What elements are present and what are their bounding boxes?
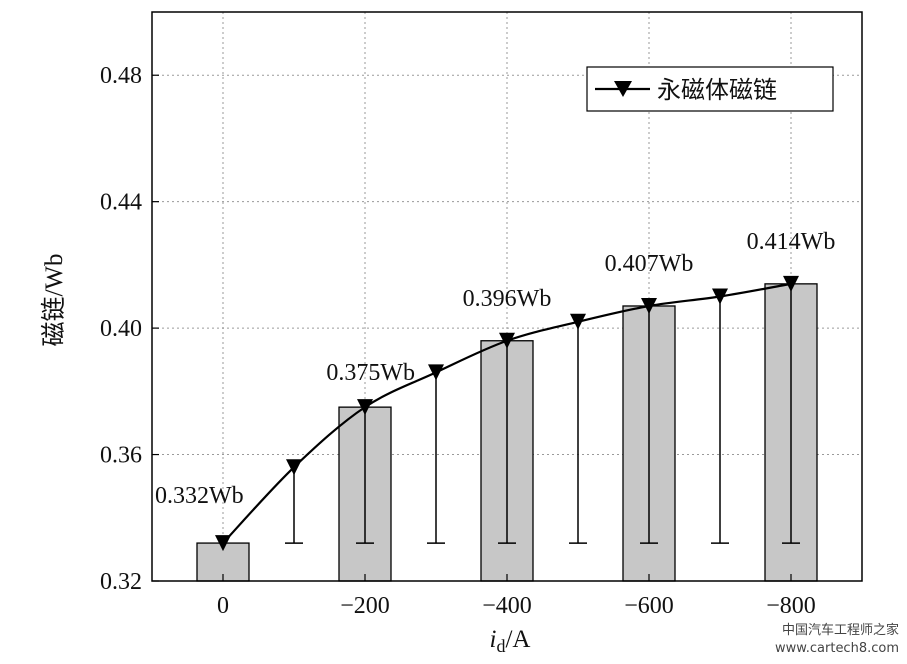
watermark-line1: 中国汽车工程师之家 xyxy=(781,623,899,638)
y-tick-label: 0.48 xyxy=(100,63,142,89)
error-bars xyxy=(285,283,800,544)
bar-data-label: 0.375Wb xyxy=(326,360,415,386)
series-marker xyxy=(499,332,515,349)
x-axis-title-sub: d xyxy=(496,636,505,656)
y-axis-title: 磁链/Wb xyxy=(40,253,68,346)
series-marker xyxy=(357,399,373,416)
plot-frame xyxy=(151,11,863,582)
series-marker xyxy=(428,364,444,381)
x-tick-label: −600 xyxy=(624,593,674,619)
series-marker xyxy=(641,297,657,314)
bar-data-label: 0.396Wb xyxy=(463,286,552,312)
bar-data-label: 0.332Wb xyxy=(155,483,244,509)
series-marker xyxy=(215,535,231,552)
bar-data-label: 0.414Wb xyxy=(747,229,836,255)
x-tick-label: −400 xyxy=(482,593,532,619)
legend: 永磁体磁链 xyxy=(586,66,834,112)
x-tick-label: −800 xyxy=(766,593,816,619)
watermark-line2: www.cartech8.com xyxy=(775,641,899,656)
series-marker xyxy=(570,313,586,330)
x-tick-label: −200 xyxy=(340,593,390,619)
y-tick-label: 0.44 xyxy=(100,190,142,216)
watermark: 中国汽车工程师之家 www.cartech8.com xyxy=(775,622,899,658)
x-axis-title-unit: /A xyxy=(505,626,530,653)
y-tick-label: 0.40 xyxy=(100,316,142,342)
y-tick-label: 0.36 xyxy=(100,443,142,469)
x-tick-label: 0 xyxy=(217,593,229,619)
series-line xyxy=(222,282,792,544)
x-tick-labels: 0 −200 −400 −600 −800 xyxy=(217,574,816,619)
bar-data-label: 0.407Wb xyxy=(605,251,694,277)
series-marker xyxy=(712,288,728,305)
series-marker xyxy=(783,275,799,292)
data-labels: 0.332Wb 0.375Wb 0.396Wb 0.407Wb 0.414Wb xyxy=(155,229,835,509)
x-axis-title: id/A xyxy=(490,626,531,656)
y-tick-labels: 0.32 0.36 0.40 0.44 0.48 xyxy=(100,63,159,595)
series-marker xyxy=(286,459,302,476)
legend-label: 永磁体磁链 xyxy=(657,76,777,104)
y-tick-label: 0.32 xyxy=(100,569,142,595)
legend-marker xyxy=(614,81,632,97)
series-markers xyxy=(215,275,799,552)
x-axis-title-var: i xyxy=(490,626,497,653)
